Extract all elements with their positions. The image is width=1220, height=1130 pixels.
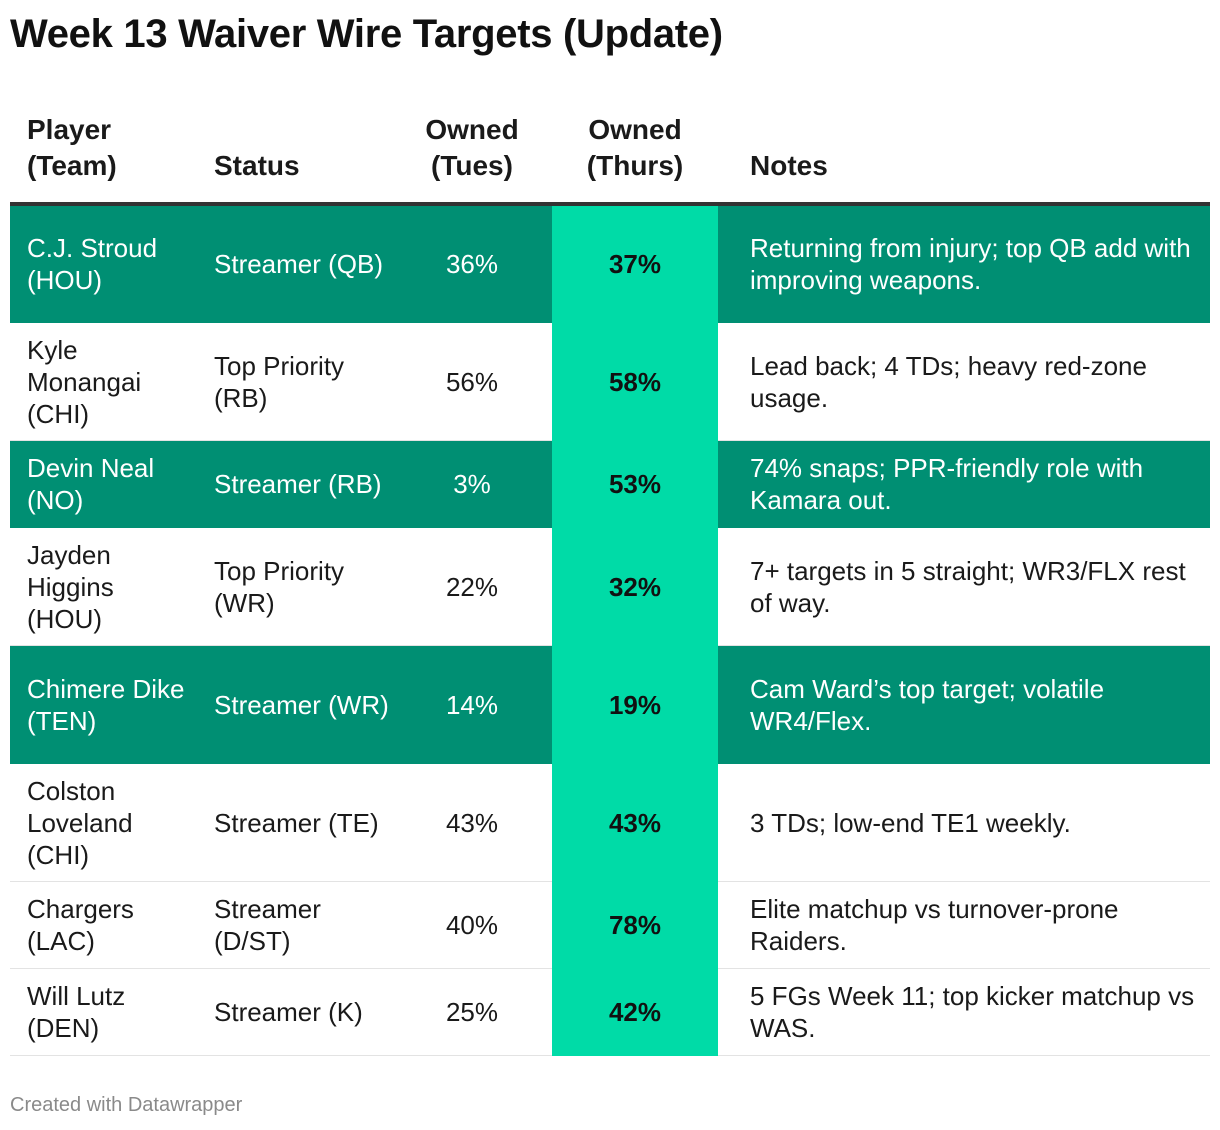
cell-notes: 5 FGs Week 11; top kicker matchup vs WAS… — [750, 981, 1195, 1043]
cell-player: Colston Loveland (CHI) — [27, 775, 133, 870]
cell-player: Jayden Higgins (HOU) — [27, 539, 114, 634]
cell-owned-tues: 22% — [445, 571, 499, 602]
cell-notes: Elite matchup vs turnover-prone Raiders. — [750, 894, 1119, 956]
cell-notes: Cam Ward’s top target; volatile WR4/Flex… — [750, 673, 1105, 736]
header-owned-tues: Owned (Tues) — [425, 114, 519, 181]
page-title: Week 13 Waiver Wire Targets (Update) — [10, 12, 723, 56]
cell-player: Chimere Dike (TEN) — [27, 673, 185, 736]
cell-player: Devin Neal (NO) — [27, 453, 155, 515]
cell-status: Top Priority (RB) — [214, 350, 345, 413]
cell-player: Kyle Monangai (CHI) — [27, 334, 142, 429]
waiver-table: Player (Team) Status Owned (Tues) Owned … — [10, 110, 1210, 1056]
header-player: Player (Team) — [27, 114, 117, 181]
header-owned-thurs: Owned (Thurs) — [586, 114, 684, 181]
footer-credit: Created with Datawrapper — [10, 1094, 243, 1116]
cell-player: Will Lutz (DEN) — [27, 981, 126, 1043]
cell-owned-tues: 25% — [445, 997, 499, 1027]
cell-owned-tues: 40% — [445, 910, 499, 940]
cell-owned-thurs: 78% — [608, 910, 662, 940]
table-header: Player (Team) Status Owned (Tues) Owned … — [10, 110, 1210, 206]
cell-owned-tues: 56% — [445, 366, 499, 397]
table-body: C.J. Stroud (HOU) Streamer (QB) 36% 37% Retu… — [10, 206, 1210, 1056]
cell-owned-thurs: 53% — [608, 469, 662, 499]
cell-owned-tues: 14% — [445, 689, 499, 720]
cell-status: Streamer (TE) — [214, 807, 379, 838]
header-notes: Notes — [750, 150, 828, 181]
cell-status: Streamer (D/ST) — [214, 894, 321, 956]
header-status: Status — [214, 150, 300, 181]
cell-owned-tues: 43% — [445, 807, 499, 838]
cell-owned-tues: 36% — [445, 249, 499, 279]
cell-owned-thurs: 19% — [608, 689, 662, 720]
cell-notes: Lead back; 4 TDs; heavy red-zone usage. — [750, 350, 1147, 413]
cell-status: Streamer (WR) — [214, 689, 389, 720]
cell-notes: Returning from injury; top QB add with i… — [750, 233, 1191, 295]
cell-player: C.J. Stroud (HOU) — [27, 233, 158, 295]
cell-player: Chargers (LAC) — [27, 894, 134, 956]
cell-owned-tues: 3% — [453, 469, 491, 499]
cell-notes: 74% snaps; PPR-friendly role with Kamara… — [750, 453, 1144, 515]
cell-status: Streamer (RB) — [214, 469, 382, 499]
cell-owned-thurs: 42% — [608, 997, 662, 1027]
cell-owned-thurs: 43% — [608, 807, 662, 838]
cell-notes: 3 TDs; low-end TE1 weekly. — [750, 807, 1071, 838]
cell-owned-thurs: 37% — [608, 249, 662, 279]
cell-owned-thurs: 32% — [608, 571, 662, 602]
cell-owned-thurs: 58% — [608, 366, 662, 397]
cell-status: Streamer (QB) — [214, 249, 384, 279]
cell-status: Top Priority (WR) — [214, 555, 345, 618]
cell-status: Streamer (K) — [214, 997, 363, 1027]
thurs-column-highlight — [552, 206, 718, 1056]
cell-notes: 7+ targets in 5 straight; WR3/FLX rest o… — [750, 555, 1186, 618]
